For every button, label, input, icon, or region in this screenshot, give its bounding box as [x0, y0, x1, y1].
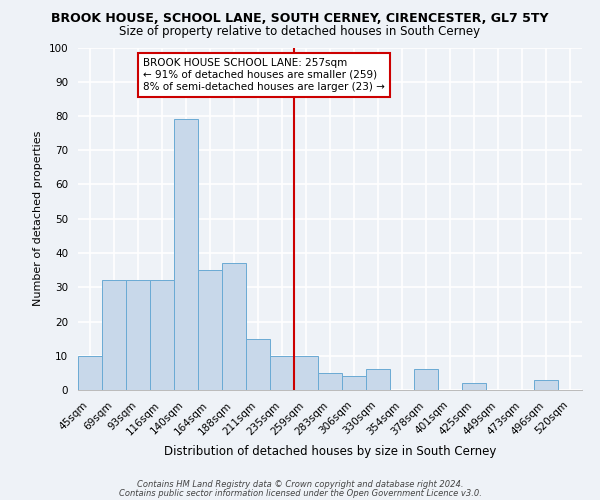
- Text: Contains HM Land Registry data © Crown copyright and database right 2024.: Contains HM Land Registry data © Crown c…: [137, 480, 463, 489]
- Bar: [150, 280, 174, 390]
- Bar: [222, 264, 246, 390]
- Text: BROOK HOUSE SCHOOL LANE: 257sqm
← 91% of detached houses are smaller (259)
8% of: BROOK HOUSE SCHOOL LANE: 257sqm ← 91% of…: [143, 58, 385, 92]
- Bar: [318, 373, 342, 390]
- Bar: [198, 270, 222, 390]
- Text: Size of property relative to detached houses in South Cerney: Size of property relative to detached ho…: [119, 25, 481, 38]
- Text: Contains public sector information licensed under the Open Government Licence v3: Contains public sector information licen…: [119, 488, 481, 498]
- Bar: [78, 356, 102, 390]
- Text: BROOK HOUSE, SCHOOL LANE, SOUTH CERNEY, CIRENCESTER, GL7 5TY: BROOK HOUSE, SCHOOL LANE, SOUTH CERNEY, …: [51, 12, 549, 26]
- X-axis label: Distribution of detached houses by size in South Cerney: Distribution of detached houses by size …: [164, 445, 496, 458]
- Bar: [126, 280, 150, 390]
- Bar: [414, 370, 438, 390]
- Bar: [102, 280, 126, 390]
- Bar: [366, 370, 390, 390]
- Y-axis label: Number of detached properties: Number of detached properties: [33, 131, 43, 306]
- Bar: [294, 356, 318, 390]
- Bar: [246, 338, 270, 390]
- Bar: [342, 376, 366, 390]
- Bar: [462, 383, 486, 390]
- Bar: [174, 120, 198, 390]
- Bar: [534, 380, 558, 390]
- Bar: [270, 356, 294, 390]
